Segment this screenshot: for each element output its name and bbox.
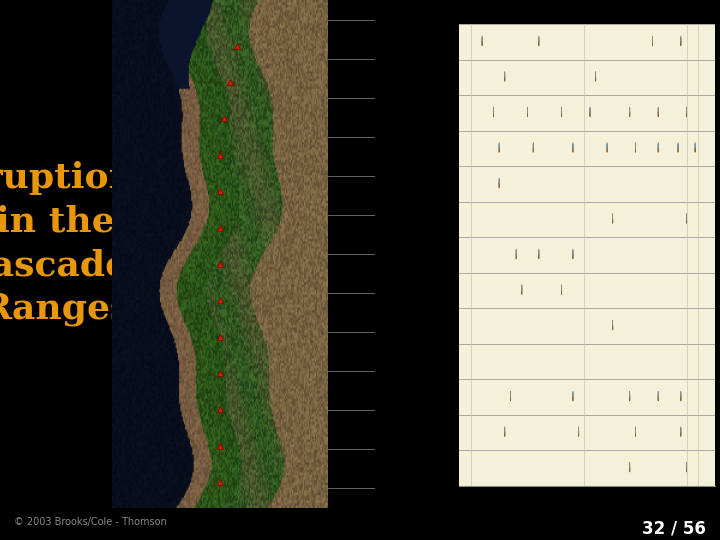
Text: Three
Sisters: Three Sisters: [378, 282, 416, 303]
Text: Lassen: Lassen: [378, 483, 417, 493]
Text: Newberry: Newberry: [378, 327, 432, 337]
Text: St. Helens: St. Helens: [378, 132, 435, 141]
Text: © 2003 Brooks/Cole - Thomson: © 2003 Brooks/Cole - Thomson: [14, 517, 167, 527]
Text: Jefferson: Jefferson: [378, 249, 428, 259]
Text: 32 / 56: 32 / 56: [642, 519, 706, 538]
Text: Hood: Hood: [378, 210, 408, 220]
Text: Crater Lake: Crater Lake: [378, 366, 443, 376]
Text: Adams: Adams: [378, 171, 416, 181]
Text: Shasta: Shasta: [378, 444, 416, 454]
Text: Glacier Peak: Glacier Peak: [378, 53, 448, 64]
Text: Rainier: Rainier: [378, 93, 418, 103]
Text: Baker: Baker: [378, 15, 410, 24]
Text: Medicine Lake: Medicine Lake: [378, 405, 458, 415]
X-axis label: Years ago: Years ago: [560, 508, 614, 518]
Text: Eruptions
in the
Cascades
Ranges: Eruptions in the Cascades Ranges: [0, 161, 156, 326]
